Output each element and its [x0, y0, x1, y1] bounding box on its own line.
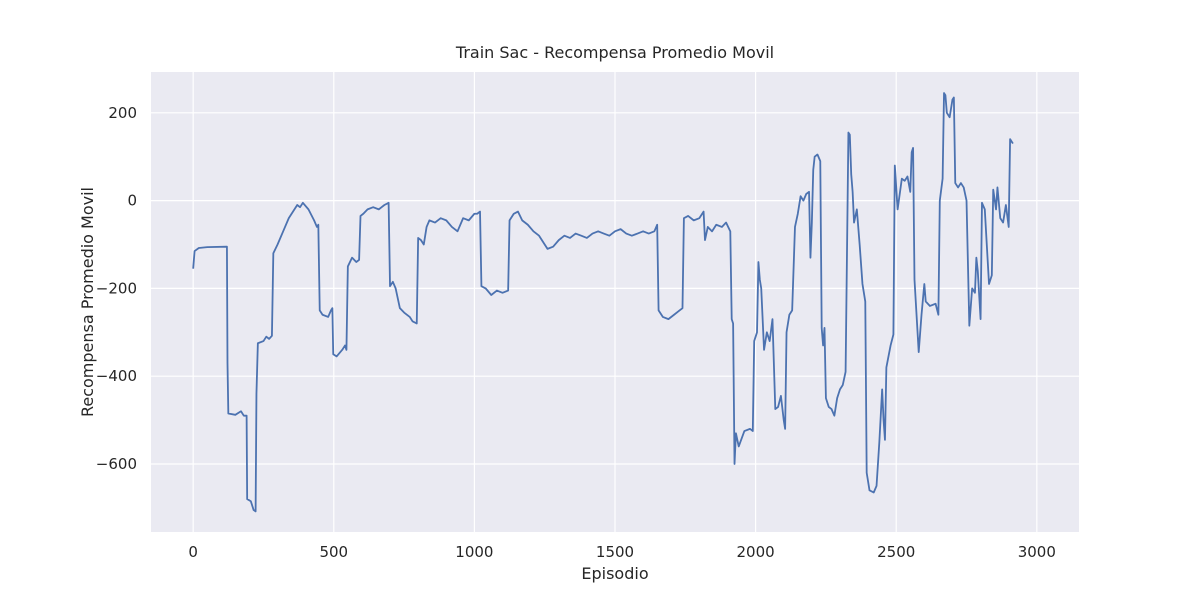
chart-title: Train Sac - Recompensa Promedio Movil — [455, 43, 774, 62]
x-tick-label: 500 — [319, 543, 348, 561]
x-axis-label: Episodio — [581, 564, 648, 583]
y-tick-label: −200 — [96, 279, 137, 297]
x-tick-label: 2000 — [737, 543, 775, 561]
x-tick-label: 0 — [188, 543, 198, 561]
y-tick-label: −400 — [96, 367, 137, 385]
x-tick-label: 1500 — [596, 543, 634, 561]
y-tick-label: −600 — [96, 455, 137, 473]
x-tick-label: 2500 — [877, 543, 915, 561]
data-line — [192, 92, 1014, 513]
x-tick-label: 3000 — [1018, 543, 1056, 561]
y-tick-label: 0 — [127, 192, 137, 210]
y-axis-label: Recompensa Promedio Movil — [78, 187, 97, 417]
y-tick-label: 200 — [108, 104, 137, 122]
x-tick-label: 1000 — [455, 543, 493, 561]
